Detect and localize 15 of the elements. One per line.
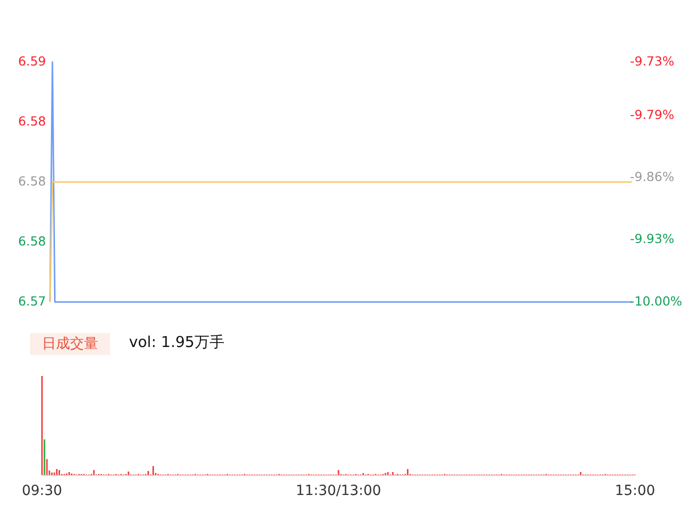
x-tick-label: 11:30/13:00 [296, 483, 382, 499]
y-tick-label: 6.59 [18, 53, 46, 68]
x-tick-label: 09:30 [22, 483, 62, 499]
y2-tick-label: -9.86% [630, 168, 674, 184]
chart-title: 日成交量 [42, 336, 98, 352]
chart-subtitle: vol: 1.95万手 [129, 333, 224, 351]
y-tick-label: 6.58 [18, 233, 46, 248]
y-tick-label: 6.58 [18, 113, 46, 128]
y2-tick-label: -10.00% [630, 293, 682, 308]
y2-tick-label: -9.79% [630, 106, 674, 122]
y2-tick-label: -9.93% [630, 231, 674, 246]
y-tick-label: 6.57 [18, 293, 46, 308]
x-tick-label: 15:00 [614, 483, 656, 499]
y-tick-label: 6.58 [18, 173, 46, 188]
y2-tick-label: -9.73% [630, 53, 674, 68]
